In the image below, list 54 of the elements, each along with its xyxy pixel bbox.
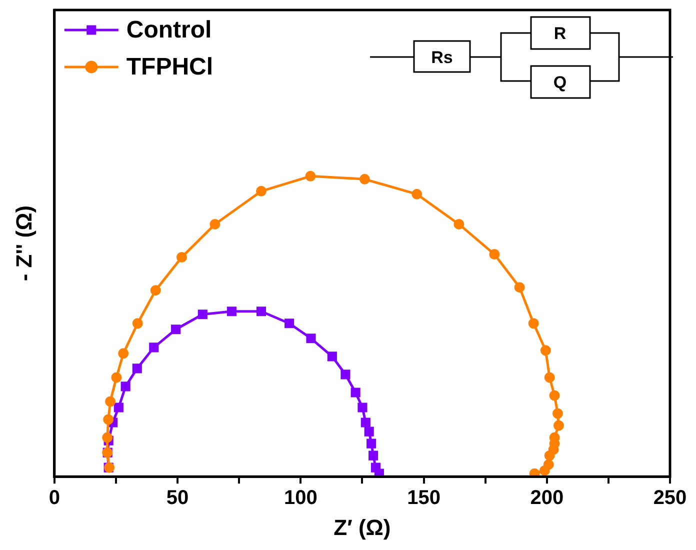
point <box>327 352 337 362</box>
point <box>412 188 422 200</box>
point <box>340 370 350 380</box>
point <box>539 465 550 476</box>
point <box>306 334 316 344</box>
point <box>171 324 181 334</box>
point <box>120 382 130 392</box>
point <box>149 342 159 352</box>
point <box>118 348 129 359</box>
circuit-diagram: Rs R Q <box>368 14 674 104</box>
x-tick-label: 0 <box>48 487 60 510</box>
point <box>132 318 143 329</box>
point <box>489 249 500 260</box>
point <box>544 372 555 383</box>
point <box>358 402 368 412</box>
point <box>150 285 161 296</box>
point <box>359 174 370 184</box>
point <box>305 170 316 182</box>
point <box>226 306 236 316</box>
point <box>256 306 266 316</box>
x-tick-label: 150 <box>407 487 440 510</box>
legend-label: TFPHCl <box>126 54 214 81</box>
point <box>540 345 551 356</box>
point <box>552 408 563 419</box>
point <box>544 450 555 461</box>
point <box>284 318 294 328</box>
point <box>105 396 116 407</box>
point <box>553 420 564 431</box>
point <box>198 310 208 320</box>
point <box>368 450 378 460</box>
point <box>549 390 560 401</box>
point <box>132 364 142 374</box>
x-tick-label: 250 <box>653 487 687 510</box>
x-tick-label: 200 <box>530 487 564 510</box>
point <box>102 432 113 443</box>
point <box>366 438 376 448</box>
point <box>528 318 539 329</box>
point <box>103 414 114 425</box>
point <box>114 402 124 412</box>
point <box>364 426 374 436</box>
legend-label: Control <box>126 16 212 44</box>
point <box>514 282 525 293</box>
x-tick-label: 50 <box>166 487 189 510</box>
x-tick-label: 100 <box>284 487 318 510</box>
point <box>111 372 122 383</box>
point <box>350 388 360 398</box>
y-axis-title: - Z'' (Ω) <box>11 205 36 282</box>
point <box>360 418 370 428</box>
point <box>454 218 464 230</box>
point <box>529 468 540 477</box>
point <box>176 252 187 263</box>
point <box>210 218 220 230</box>
point <box>256 186 266 196</box>
x-axis-title: Z′ (Ω) <box>334 514 391 540</box>
